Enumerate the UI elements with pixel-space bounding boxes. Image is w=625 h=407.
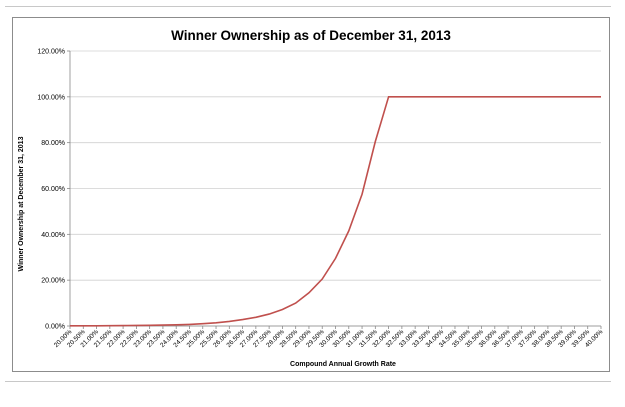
series-line bbox=[70, 96, 601, 327]
y-axis-label: Winner Ownership at December 31, 2013 bbox=[18, 136, 25, 271]
x-axis-label: Compound Annual Growth Rate bbox=[290, 361, 396, 368]
chart: Winner Ownership as of December 31, 2013… bbox=[18, 28, 605, 368]
y-tick-label: 80.00% bbox=[41, 140, 65, 147]
bottom-divider bbox=[5, 381, 611, 382]
y-tick-label: 60.00% bbox=[41, 186, 65, 193]
axes bbox=[69, 51, 601, 327]
y-axis-ticks: 0.00% 20.00% 40.00% 60.00% 80.00% 100.00% 120.… bbox=[37, 49, 70, 331]
y-tick-label: 120.00% bbox=[37, 49, 65, 56]
gridlines bbox=[70, 50, 601, 327]
top-divider bbox=[5, 6, 611, 7]
chart-title: Winner Ownership as of December 31, 2013 bbox=[171, 28, 451, 43]
y-tick-label: 20.00% bbox=[41, 278, 65, 285]
x-axis-ticks: 20.00%20.50%21.00%21.50%22.00%22.50%23.0… bbox=[53, 326, 605, 349]
y-tick-label: 100.00% bbox=[37, 94, 65, 101]
chart-frame: Winner Ownership as of December 31, 2013… bbox=[12, 17, 610, 372]
y-tick-label: 40.00% bbox=[41, 232, 65, 239]
y-tick-label: 0.00% bbox=[45, 324, 65, 331]
